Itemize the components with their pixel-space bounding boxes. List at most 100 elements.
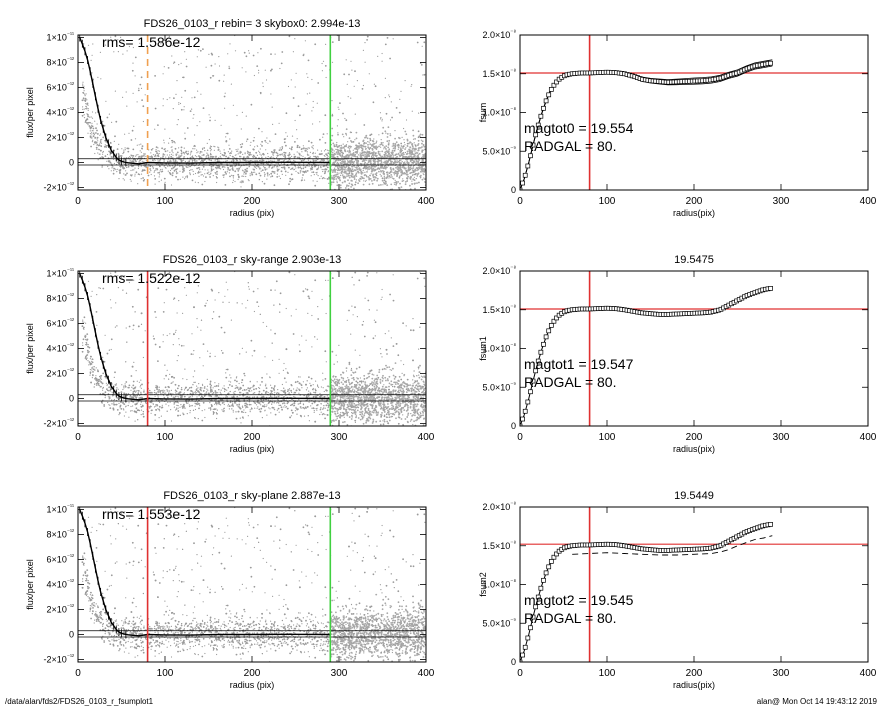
sky-point [387, 155, 389, 158]
scatter-point [115, 169, 117, 171]
scatter-point [226, 368, 229, 371]
scatter-point [258, 178, 261, 181]
scatter-point [245, 351, 247, 353]
scatter-point [141, 160, 143, 162]
scatter-point [175, 170, 177, 172]
sky-point [371, 152, 374, 155]
scatter-point [294, 141, 296, 143]
scatter-point [228, 144, 230, 146]
scatter-point [302, 145, 304, 147]
scatter-point [199, 167, 201, 169]
scatter-point [122, 166, 124, 168]
scatter-point [280, 390, 282, 392]
scatter-point [95, 132, 97, 134]
scatter-point [421, 151, 423, 153]
sky-point [406, 139, 409, 142]
scatter-point [262, 389, 265, 392]
scatter-point [165, 156, 167, 158]
scatter-point [211, 289, 214, 292]
sky-point [336, 153, 339, 155]
scatter-point [137, 165, 139, 167]
scatter-point [232, 166, 234, 168]
sky-point [398, 188, 401, 190]
sky-point [392, 168, 395, 171]
scatter-point [241, 145, 243, 148]
scatter-point [375, 141, 377, 143]
scatter-point [116, 148, 119, 151]
scatter-point [357, 165, 359, 167]
scatter-point [314, 391, 317, 394]
scatter-point [194, 134, 196, 136]
scatter-point [296, 144, 299, 147]
scatter-point [184, 89, 187, 92]
sky-point [346, 184, 348, 187]
scatter-point [208, 394, 211, 397]
scatter-point [220, 124, 222, 126]
scatter-point [415, 387, 417, 389]
sky-point [382, 156, 385, 159]
scatter-point [140, 401, 142, 403]
scatter-point [174, 160, 176, 162]
fsum-marker [530, 142, 536, 148]
sky-point [373, 154, 375, 156]
scatter-point [287, 85, 290, 88]
scatter-point [302, 54, 305, 57]
scatter-point [393, 174, 395, 176]
scatter-point [227, 403, 230, 405]
scatter-point [89, 133, 91, 135]
scatter-point [252, 171, 255, 173]
scatter-point [418, 348, 420, 350]
scatter-point [111, 167, 113, 169]
sky-point [408, 150, 411, 152]
scatter-point [313, 159, 315, 161]
scatter-point [342, 158, 344, 161]
scatter-point [319, 121, 321, 123]
scatter-point [321, 70, 323, 72]
scatter-point [340, 174, 342, 176]
scatter-point [327, 156, 329, 158]
scatter-point [345, 134, 348, 136]
sky-point [401, 155, 404, 157]
scatter-point [245, 172, 247, 175]
scatter-point [117, 388, 119, 390]
scatter-point [206, 378, 208, 380]
scatter-point [103, 145, 106, 148]
scatter-point [324, 407, 326, 409]
scatter-point [94, 378, 96, 380]
sky-point [335, 143, 338, 146]
scatter-point [389, 119, 392, 121]
scatter-point [83, 108, 85, 110]
sky-point [349, 131, 352, 134]
scatter-point [141, 170, 143, 172]
scatter-point [81, 114, 84, 117]
scatter-point [379, 173, 381, 175]
scatter-point [311, 346, 313, 348]
scatter-point [385, 407, 388, 410]
scatter-point [93, 26, 94, 27]
scatter-point [316, 407, 318, 409]
scatter-point [170, 173, 172, 175]
scatter-point [262, 321, 264, 324]
scatter-point [281, 153, 283, 155]
scatter-point [154, 155, 156, 158]
scatter-point [381, 52, 383, 55]
scatter-point [232, 159, 235, 162]
scatter-point [208, 407, 210, 409]
sky-point [409, 166, 412, 169]
sky-point [371, 148, 374, 151]
scatter-point [191, 160, 193, 162]
scatter-point [321, 62, 323, 65]
scatter-point [173, 165, 176, 168]
scatter-point [180, 149, 183, 152]
sky-point [332, 142, 335, 145]
scatter-point [196, 292, 198, 294]
scatter-point [157, 389, 159, 391]
sky-point [396, 174, 399, 177]
scatter-point [129, 178, 131, 181]
sky-point [421, 166, 423, 169]
scatter-point [402, 152, 404, 154]
scatter-point [234, 180, 236, 183]
scatter-point [103, 124, 106, 127]
scatter-point [158, 155, 160, 157]
scatter-point [285, 132, 287, 134]
